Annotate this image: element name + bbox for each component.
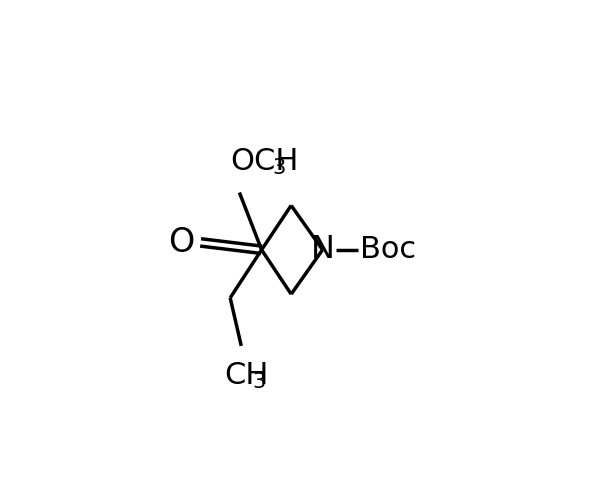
Text: O: O	[168, 226, 194, 259]
Text: N: N	[311, 234, 335, 265]
Text: 3: 3	[272, 158, 286, 178]
Text: OCH: OCH	[230, 146, 298, 176]
Text: CH: CH	[224, 361, 269, 390]
Text: 3: 3	[252, 372, 266, 392]
Text: Boc: Boc	[360, 235, 416, 264]
